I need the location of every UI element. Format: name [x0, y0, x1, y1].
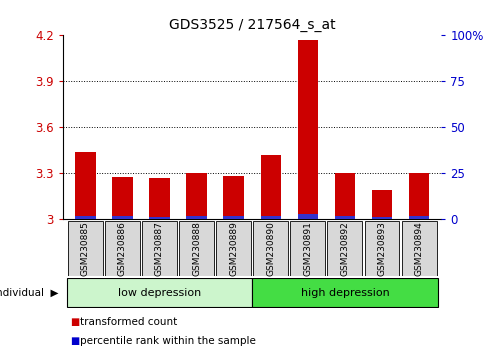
Text: percentile rank within the sample: percentile rank within the sample — [80, 336, 256, 346]
Bar — [260, 155, 280, 219]
Text: GSM230886: GSM230886 — [118, 221, 127, 276]
Bar — [223, 216, 243, 219]
Text: GSM230885: GSM230885 — [81, 221, 90, 276]
Bar — [371, 217, 392, 219]
Text: transformed count: transformed count — [80, 317, 177, 327]
FancyBboxPatch shape — [290, 221, 325, 276]
Bar — [112, 216, 132, 219]
Text: ■: ■ — [70, 317, 79, 327]
Text: GSM230894: GSM230894 — [414, 221, 423, 276]
Title: GDS3525 / 217564_s_at: GDS3525 / 217564_s_at — [168, 18, 335, 32]
FancyBboxPatch shape — [142, 221, 177, 276]
Bar — [260, 216, 280, 219]
Bar — [408, 216, 428, 219]
Text: GSM230890: GSM230890 — [266, 221, 275, 276]
Bar — [75, 216, 95, 219]
Text: individual  ▶: individual ▶ — [0, 288, 58, 298]
Bar — [223, 176, 243, 219]
FancyBboxPatch shape — [179, 221, 213, 276]
Bar — [371, 190, 392, 219]
Text: GSM230888: GSM230888 — [192, 221, 201, 276]
Bar — [186, 216, 206, 219]
Text: high depression: high depression — [300, 288, 389, 298]
Text: GSM230891: GSM230891 — [302, 221, 312, 276]
Text: GSM230889: GSM230889 — [228, 221, 238, 276]
Bar — [334, 173, 354, 219]
Text: GSM230887: GSM230887 — [155, 221, 164, 276]
Bar — [149, 178, 169, 219]
Bar — [297, 214, 318, 219]
Text: GSM230893: GSM230893 — [377, 221, 386, 276]
Bar — [75, 152, 95, 219]
FancyBboxPatch shape — [327, 221, 362, 276]
Bar — [149, 217, 169, 219]
FancyBboxPatch shape — [253, 221, 287, 276]
FancyBboxPatch shape — [364, 221, 399, 276]
Text: low depression: low depression — [118, 288, 201, 298]
FancyBboxPatch shape — [67, 279, 252, 307]
FancyBboxPatch shape — [401, 221, 436, 276]
FancyBboxPatch shape — [216, 221, 251, 276]
FancyBboxPatch shape — [252, 279, 437, 307]
FancyBboxPatch shape — [68, 221, 103, 276]
Text: ■: ■ — [70, 336, 79, 346]
Bar — [297, 40, 318, 219]
Text: GSM230892: GSM230892 — [340, 221, 348, 276]
Bar — [186, 173, 206, 219]
Bar — [112, 177, 132, 219]
FancyBboxPatch shape — [105, 221, 139, 276]
Bar — [334, 216, 354, 219]
Bar — [408, 173, 428, 219]
